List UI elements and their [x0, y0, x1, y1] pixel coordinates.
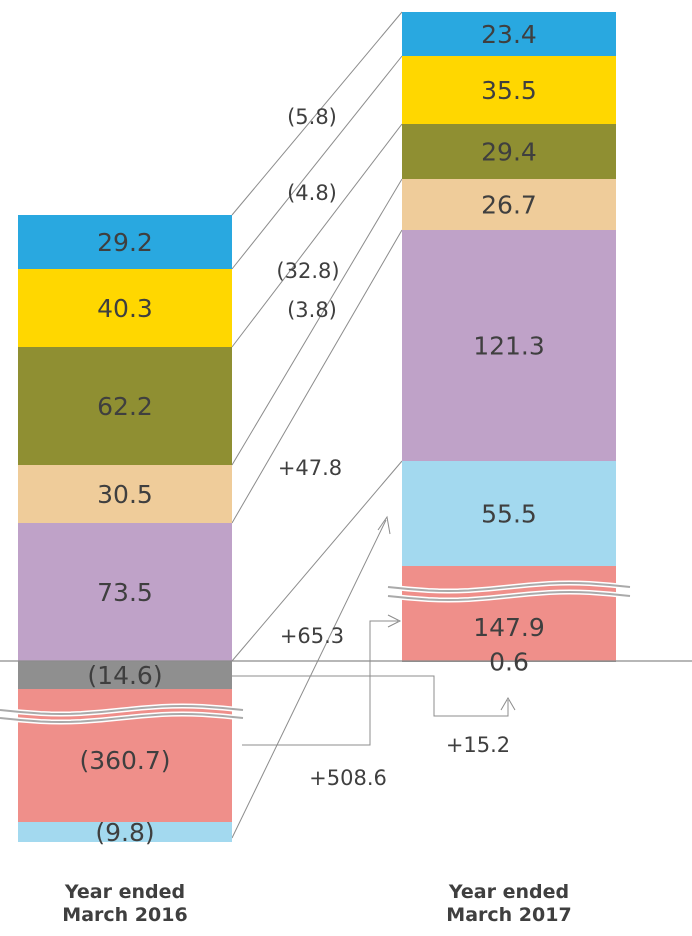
connector-arrow-grey: [232, 675, 509, 717]
arrowhead: [387, 614, 402, 628]
segment-value-label: (14.6): [87, 661, 162, 690]
bar-segment: [18, 465, 232, 523]
category-label: March 2016: [62, 904, 187, 926]
bar-segment: [402, 179, 616, 230]
segment-value-label: 30.5: [97, 480, 153, 509]
axis-break-line: [0, 704, 244, 716]
connector-arrow-red: [242, 620, 398, 746]
category-label: March 2017: [446, 904, 571, 926]
segment-value-label: 29.4: [481, 138, 537, 167]
bar-segment: [18, 523, 232, 661]
connector-line: [231, 11, 403, 216]
axis-break-line: [0, 712, 244, 724]
segment-value-label: 23.4: [481, 20, 537, 49]
segment-value-label: 26.7: [481, 191, 537, 220]
arrowhead: [500, 697, 516, 711]
bar-segment: [402, 461, 616, 566]
delta-label: +47.8: [278, 456, 342, 480]
connector-line: [231, 178, 403, 466]
segment-value-label: 121.3: [473, 332, 545, 361]
segment-value-label: 0.6: [489, 648, 529, 677]
delta-label: (5.8): [287, 105, 337, 129]
segment-value-label: 29.2: [97, 228, 153, 257]
bar-segment: [18, 215, 232, 269]
segment-value-label: 73.5: [97, 578, 153, 607]
bar-segment: [18, 269, 232, 347]
connector-line: [231, 55, 403, 270]
axis-break-line: [387, 590, 631, 602]
delta-label: +508.6: [309, 766, 387, 790]
delta-label: (3.8): [287, 298, 337, 322]
delta-label: +15.2: [446, 733, 510, 757]
axis-break-line: [387, 581, 631, 593]
connector-arrow-light-blue: [231, 519, 387, 839]
stacked-bars: [0, 12, 692, 842]
category-label: Year ended: [64, 881, 185, 903]
segment-value-label: (360.7): [79, 746, 170, 775]
bar-segment: [402, 124, 616, 179]
segment-value-label: 55.5: [481, 500, 537, 529]
segment-value-label: 40.3: [97, 294, 153, 323]
bar-segment: [402, 230, 616, 461]
delta-labels: (5.8) (4.8) (32.8) (3.8) +47.8 +65.3 +508.6 +15…: [276, 105, 510, 790]
bar-segment: [18, 661, 232, 689]
delta-label: (32.8): [276, 259, 339, 283]
connector-line: [231, 123, 403, 348]
segment-labels: 29.2 40.3 62.2 30.5 73.5 (14.6) (360.7) (9.8) 23…: [79, 20, 544, 847]
connector-lines: [231, 11, 516, 839]
bar-segment: [402, 56, 616, 124]
bar-segment: [18, 822, 232, 842]
segment-value-label: 62.2: [97, 392, 153, 421]
connector-line: [231, 460, 403, 662]
bar-segment: [18, 347, 232, 465]
segment-value-label: 147.9: [473, 613, 545, 642]
connector-line: [231, 229, 403, 524]
delta-label: +65.3: [280, 624, 344, 648]
arrowhead: [377, 515, 391, 535]
axis-breaks: [0, 580, 631, 725]
segment-value-label: (9.8): [95, 818, 154, 847]
delta-label: (4.8): [287, 181, 337, 205]
category-label: Year ended: [448, 881, 569, 903]
bar-segment: [402, 12, 616, 56]
segment-value-label: 35.5: [481, 76, 537, 105]
